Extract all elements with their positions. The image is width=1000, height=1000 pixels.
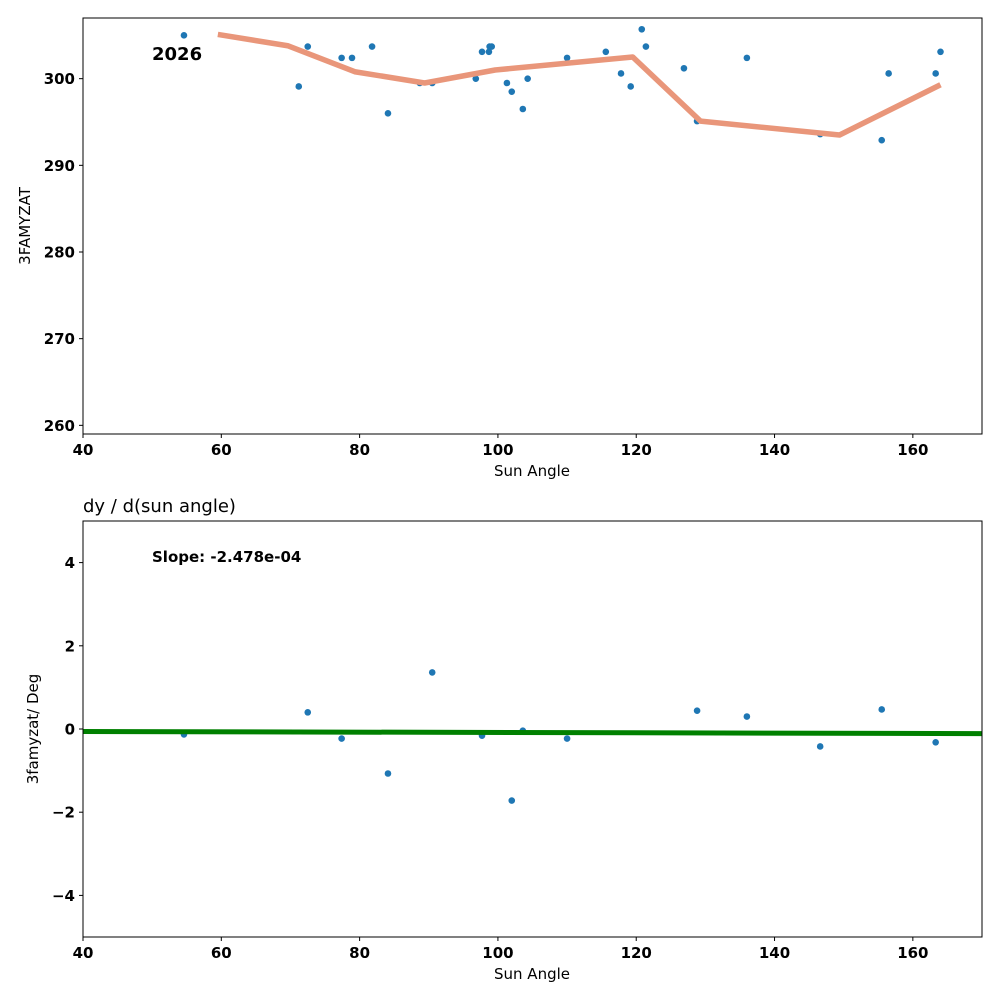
y-tick-label: 260 [44,417,75,435]
data-point [932,739,939,746]
x-tick-label: 120 [621,441,652,459]
data-point [693,707,701,714]
x-tick-label: 60 [211,944,232,962]
data-point [304,43,312,50]
y-tick-label: 270 [44,330,75,348]
trend-line [217,31,942,138]
top-annotation: 2026 [152,44,202,65]
data-point [932,70,939,77]
x-tick-label: 100 [482,944,513,962]
data-point [508,88,516,95]
data-point [180,32,188,39]
data-point [680,64,688,72]
y-tick-label: 300 [44,70,75,88]
slope-annotation: Slope: -2.478e-04 [152,548,301,566]
bottom-x-ticks: 40 60 80 100 120 140 160 [73,937,929,962]
data-point [937,48,944,56]
bottom-y-ticks: −4 −2 0 2 4 [52,554,83,905]
x-tick-label: 80 [349,441,370,459]
x-tick-label: 40 [73,441,94,459]
data-point [617,70,625,77]
data-point [304,709,312,716]
data-point [743,54,751,62]
y-tick-label: 4 [65,554,75,572]
data-point [878,136,886,144]
y-tick-label: −2 [52,804,75,822]
data-point [885,70,892,77]
data-point [488,43,495,50]
bottom-x-axis-label: Sun Angle [494,965,570,983]
x-tick-label: 40 [73,944,94,962]
x-tick-label: 140 [759,441,790,459]
x-tick-label: 80 [349,944,370,962]
data-point [472,75,480,82]
top-x-ticks: 40 60 80 100 120 140 160 [73,434,929,459]
data-point [348,54,356,62]
data-point [627,83,634,90]
data-point [338,735,345,742]
top-y-ticks: 260 270 280 290 300 [44,70,83,435]
x-tick-label: 120 [621,944,652,962]
top-line-group [217,31,942,138]
bottom-y-axis-label: 3famyzat/ Deg [24,674,42,785]
x-tick-label: 160 [897,441,928,459]
data-point [563,54,571,62]
data-point [743,713,751,720]
x-tick-label: 60 [211,441,232,459]
x-tick-label: 160 [897,944,928,962]
data-point [384,110,392,117]
bottom-chart: dy / d(sun angle) 40 60 80 100 120 140 160 −4−… [24,496,983,983]
y-tick-label: 290 [44,157,75,175]
data-point [638,25,646,33]
data-point [816,743,824,750]
bottom-chart-title: dy / d(sun angle) [83,496,236,517]
data-point [485,48,493,56]
data-point [503,79,511,87]
top-y-axis-label: 3FAMYZAT [16,186,34,265]
y-tick-label: −4 [52,887,75,905]
data-point [508,797,516,804]
data-point [368,43,376,50]
data-point [519,105,527,113]
bottom-points [180,669,939,804]
y-tick-label: 280 [44,244,75,262]
y-tick-label: 2 [65,637,75,655]
data-point [478,48,486,56]
top-x-axis-label: Sun Angle [494,462,570,480]
data-point [428,669,436,676]
data-point [602,48,610,56]
top-points [180,25,944,144]
top-axes-frame [82,17,983,435]
y-tick-label: 0 [65,721,75,739]
data-point [384,770,392,777]
data-point [563,735,571,742]
data-point [295,83,303,90]
fit-line [82,728,983,737]
data-point [878,706,886,713]
bottom-axes-frame [82,520,983,938]
x-tick-label: 100 [482,441,513,459]
bottom-line-group [82,728,983,737]
x-tick-label: 140 [759,944,790,962]
data-point [642,43,650,50]
data-point [524,75,531,82]
data-point [338,54,345,62]
